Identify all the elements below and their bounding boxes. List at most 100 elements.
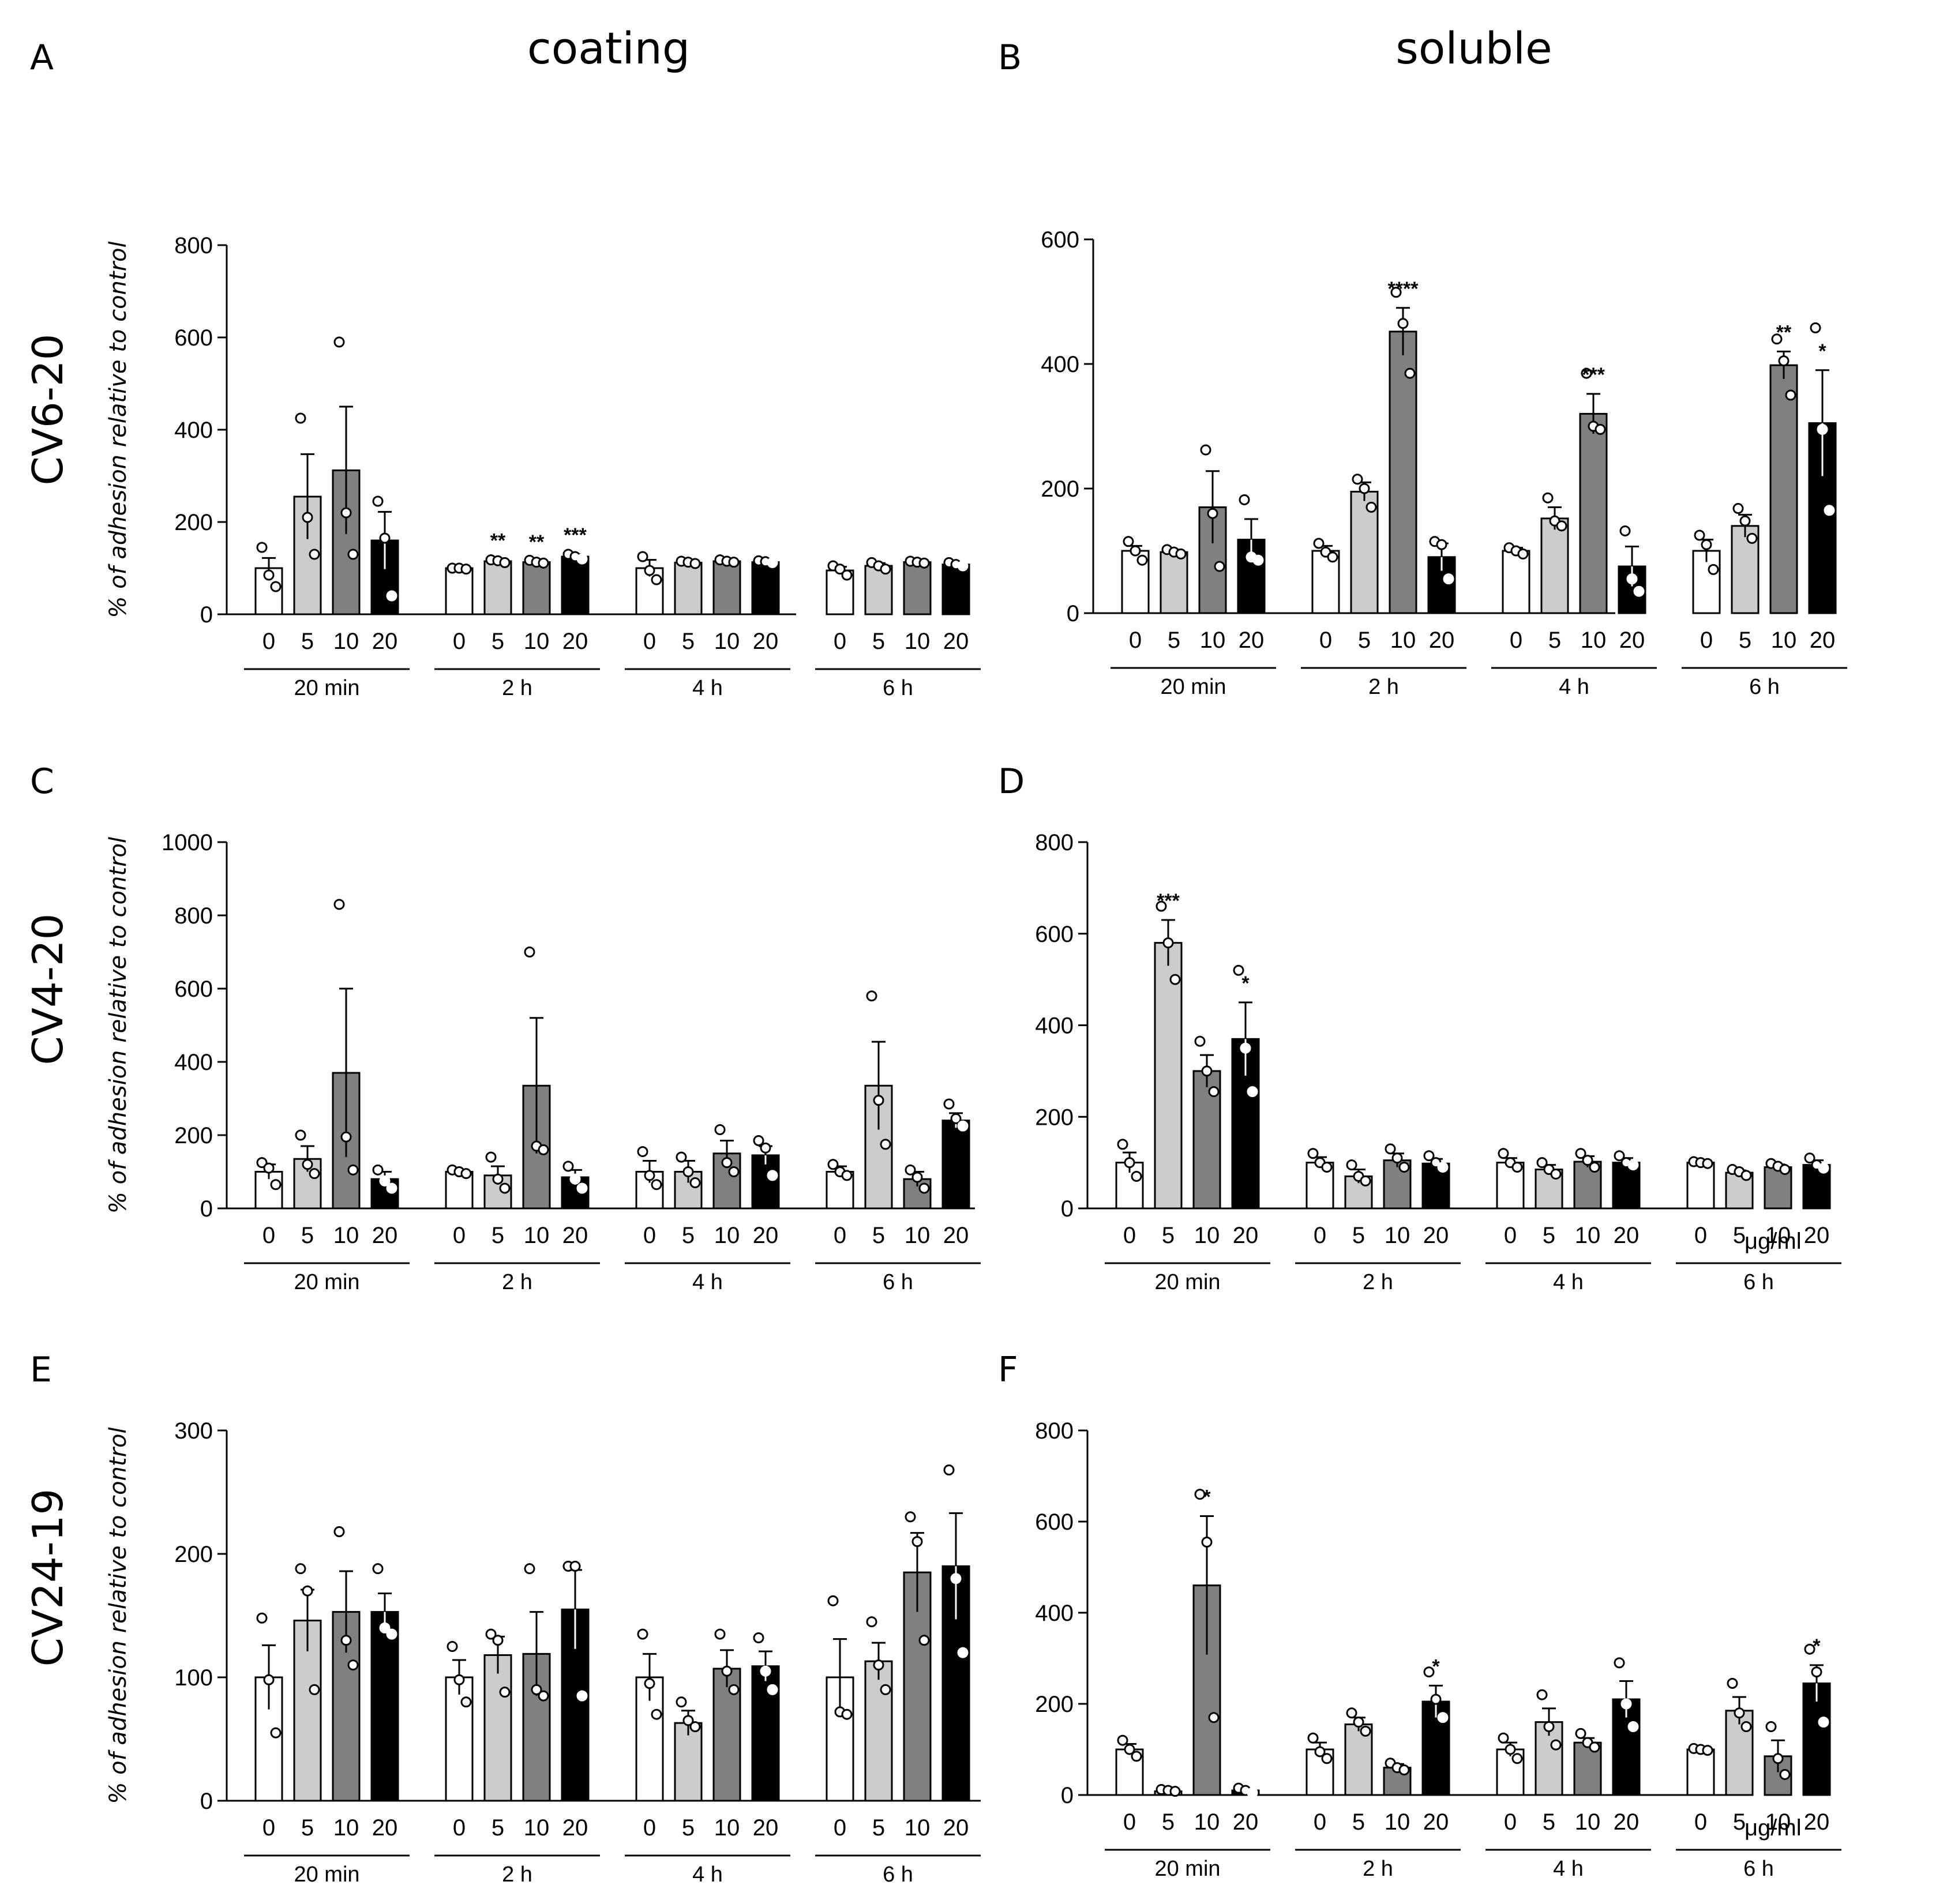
data-point bbox=[1156, 900, 1167, 912]
group-label: 2 h bbox=[1368, 675, 1399, 699]
data-point bbox=[827, 1159, 839, 1170]
data-point bbox=[753, 1632, 764, 1644]
category-label: 20 bbox=[562, 1815, 588, 1841]
group-label: 20 min bbox=[1160, 675, 1226, 699]
category-label: 0 bbox=[834, 629, 846, 654]
data-point bbox=[1511, 1753, 1523, 1764]
data-point bbox=[270, 581, 282, 592]
bar bbox=[941, 564, 970, 615]
data-point bbox=[866, 1616, 877, 1628]
y-tick-label: 400 bbox=[174, 418, 213, 443]
category-label: 5 bbox=[1733, 1223, 1746, 1248]
category-label: 20 bbox=[1233, 1223, 1259, 1248]
bar bbox=[1612, 1162, 1641, 1210]
group-label: 2 h bbox=[502, 1862, 532, 1887]
data-point bbox=[1208, 1712, 1220, 1723]
data-point bbox=[827, 1595, 839, 1606]
group-label: 4 h bbox=[692, 1270, 723, 1294]
bar bbox=[864, 1660, 893, 1802]
data-point bbox=[256, 542, 268, 553]
group-label: 4 h bbox=[1559, 675, 1589, 699]
y-tick-label: 800 bbox=[174, 903, 213, 929]
category-label: 10 bbox=[1385, 1809, 1410, 1835]
data-point bbox=[347, 549, 359, 560]
category-label: 0 bbox=[643, 629, 656, 654]
data-point bbox=[1589, 1162, 1600, 1173]
data-point bbox=[1778, 355, 1790, 367]
bar bbox=[864, 565, 893, 615]
data-point bbox=[340, 507, 352, 519]
data-point bbox=[1771, 333, 1783, 345]
data-point bbox=[637, 1628, 648, 1640]
data-point bbox=[1353, 1717, 1364, 1728]
data-point bbox=[1575, 1148, 1586, 1159]
data-point bbox=[263, 569, 275, 581]
data-point bbox=[1498, 1732, 1509, 1744]
category-label: 20 bbox=[753, 1815, 779, 1841]
group-label: 2 h bbox=[1363, 1270, 1393, 1294]
data-point bbox=[1436, 539, 1447, 550]
category-label: 10 bbox=[1765, 1809, 1791, 1835]
category-label: 0 bbox=[453, 629, 466, 654]
data-point bbox=[728, 1166, 740, 1177]
y-tick-label: 200 bbox=[174, 1123, 213, 1148]
data-point bbox=[957, 1120, 969, 1132]
group-label: 20 min bbox=[294, 1862, 359, 1887]
category-label: 10 bbox=[1765, 1223, 1791, 1248]
category-label: 5 bbox=[492, 1223, 504, 1248]
data-point bbox=[1627, 1159, 1639, 1171]
data-point bbox=[1352, 474, 1363, 485]
category-label: 0 bbox=[1314, 1223, 1326, 1248]
data-point bbox=[1169, 1786, 1181, 1797]
category-label: 0 bbox=[1694, 1809, 1707, 1835]
column-title-soluble: soluble bbox=[1395, 22, 1552, 74]
group-label: 20 min bbox=[294, 676, 359, 700]
data-point bbox=[676, 1151, 687, 1163]
data-point bbox=[1595, 423, 1606, 435]
category-label: 20 bbox=[1614, 1223, 1640, 1248]
category-label: 5 bbox=[301, 629, 314, 654]
data-point bbox=[386, 1628, 397, 1640]
category-label: 20 bbox=[1810, 628, 1836, 653]
data-point bbox=[295, 1563, 306, 1575]
category-label: 0 bbox=[1504, 1809, 1517, 1835]
category-label: 5 bbox=[301, 1815, 314, 1841]
group-label: 20 min bbox=[294, 1270, 359, 1294]
significance-label: **** bbox=[1388, 278, 1419, 300]
category-label: 0 bbox=[1694, 1223, 1707, 1248]
data-point bbox=[256, 1612, 268, 1624]
bar bbox=[522, 561, 551, 615]
bar bbox=[1686, 1162, 1715, 1210]
y-tick-label: 800 bbox=[174, 233, 213, 258]
data-point bbox=[256, 1157, 268, 1169]
category-label: 10 bbox=[905, 1815, 931, 1841]
data-point bbox=[1214, 561, 1225, 572]
data-point bbox=[943, 1098, 955, 1110]
data-point bbox=[333, 1526, 345, 1537]
y-tick-label: 100 bbox=[174, 1665, 213, 1691]
bar bbox=[1502, 550, 1530, 614]
category-label: 0 bbox=[262, 629, 275, 654]
data-point bbox=[379, 1175, 391, 1186]
category-label: 0 bbox=[1510, 628, 1522, 653]
data-point bbox=[340, 1635, 352, 1646]
data-point bbox=[386, 590, 397, 602]
data-point bbox=[1626, 573, 1638, 585]
data-point bbox=[1321, 1162, 1333, 1173]
group-label: 6 h bbox=[1743, 1857, 1774, 1881]
bar bbox=[1540, 517, 1569, 614]
data-point bbox=[866, 990, 877, 1002]
bar bbox=[1579, 412, 1608, 614]
category-label: 20 bbox=[943, 1223, 969, 1248]
data-point bbox=[1397, 318, 1409, 329]
bar bbox=[1421, 1162, 1450, 1210]
category-label: 5 bbox=[1543, 1223, 1555, 1248]
category-label: 10 bbox=[1385, 1223, 1410, 1248]
y-tick-label: 600 bbox=[1035, 922, 1074, 947]
category-label: 10 bbox=[524, 1815, 550, 1841]
category-label: 20 bbox=[1239, 628, 1265, 653]
category-label: 5 bbox=[492, 1815, 504, 1841]
